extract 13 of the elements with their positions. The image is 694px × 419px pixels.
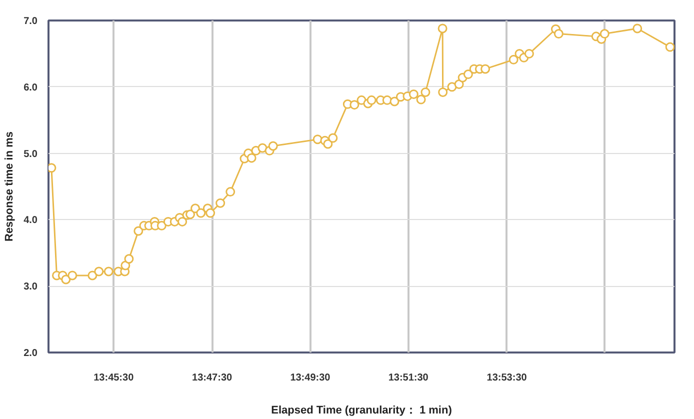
x-tick-label: 13:53:30 xyxy=(486,372,528,384)
x-tick-label: 13:49:30 xyxy=(290,372,331,384)
x-tick-label: 13:45:30 xyxy=(94,372,134,384)
x-tick-label: 13:47:30 xyxy=(192,372,233,384)
y-axis-title: Response time in ms xyxy=(4,131,16,242)
x-tick-label: 13:51:30 xyxy=(388,372,429,384)
x-axis-title: Elapsed Time (granularity： 1 min) xyxy=(271,404,452,416)
y-tick-label: 7.0 xyxy=(24,16,38,27)
y-tick-label: 6.0 xyxy=(24,82,38,94)
y-tick-label: 4.0 xyxy=(24,215,38,226)
y-tick-label: 3.0 xyxy=(24,282,38,293)
y-tick-label: 2.0 xyxy=(24,348,38,359)
y-tick-label: 5.0 xyxy=(24,148,38,160)
